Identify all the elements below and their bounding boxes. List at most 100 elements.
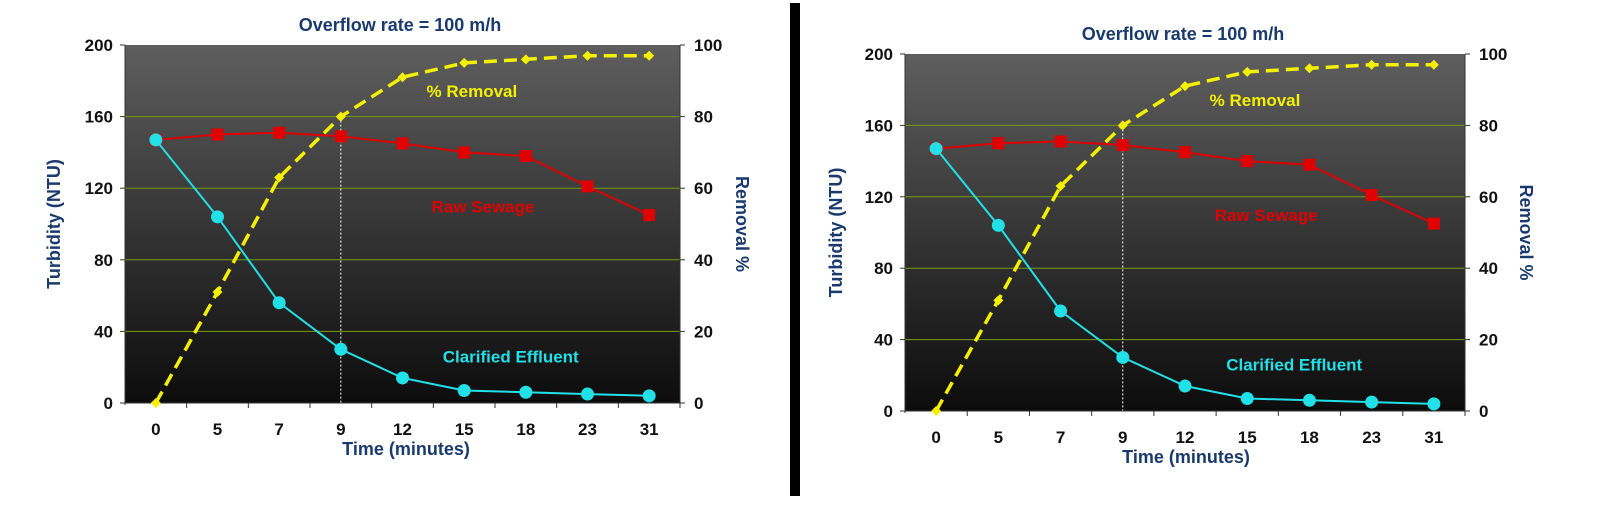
chart-1-right-tick-label: 0 <box>1479 402 1488 421</box>
chart-1-removal-series-label: % Removal <box>1210 91 1301 110</box>
chart-1-left-tick-label: 40 <box>874 331 893 350</box>
chart-1-left-tick-label: 120 <box>865 188 893 207</box>
chart-1-raw-sewage-point <box>992 137 1005 150</box>
chart-1-raw-sewage-point <box>1241 155 1254 168</box>
chart-0-raw-sewage-point <box>519 149 532 162</box>
chart-1-right-tick-label: 60 <box>1479 188 1498 207</box>
chart-1-plot-area <box>905 54 1465 411</box>
chart-1-x-tick-label: 5 <box>994 428 1003 447</box>
chart-0-plot-area <box>125 45 680 403</box>
chart-0-y-axis-title: Turbidity (NTU) <box>44 159 64 289</box>
chart-0-removal-point <box>459 57 470 68</box>
chart-0-removal-point <box>150 398 161 408</box>
chart-0-raw-sewage-point <box>334 130 347 143</box>
chart-0-x-tick-label: 9 <box>336 420 345 439</box>
turbidity-chart-right: 0 40 80 120 160 200 0 20 40 60 80 100 0 5 7 9 12 15 18 23 31… <box>826 24 1536 467</box>
chart-0-x-tick-label: 15 <box>455 420 474 439</box>
chart-1-clarified-effluent-point <box>991 218 1005 232</box>
chart-1-clarified-effluent-point <box>929 142 943 156</box>
chart-1-chart-title: Overflow rate = 100 m/h <box>1082 24 1285 44</box>
turbidity-chart-left: 0 40 80 120 160 200 0 20 40 60 80 100 0 5 7 9 12 15 18 23 31… <box>44 15 752 459</box>
chart-0-left-tick-label: 160 <box>85 108 113 127</box>
chart-1-removal-point <box>1304 63 1315 74</box>
chart-1-removal-point <box>1366 59 1377 70</box>
chart-1-left-tick-label: 80 <box>874 259 893 278</box>
chart-1-x-tick-label: 9 <box>1118 428 1127 447</box>
chart-0-removal-series-label: % Removal <box>427 82 518 101</box>
chart-1-clarified-effluent-point <box>1240 392 1254 406</box>
chart-0-left-tick-label: 40 <box>94 322 113 341</box>
chart-0-raw-sewage-point <box>458 146 471 159</box>
chart-1-x-tick-label: 0 <box>931 428 940 447</box>
chart-panel-right: 0 40 80 120 160 200 0 20 40 60 80 100 0 5 7 9 12 15 18 23 31… <box>800 0 1600 501</box>
chart-0-right-tick-label: 60 <box>694 179 713 198</box>
chart-0-clarified-effluent-point <box>149 133 163 147</box>
chart-1-x-tick-label: 15 <box>1238 428 1257 447</box>
chart-1-x-tick-label: 23 <box>1362 428 1381 447</box>
chart-1-clarified-effluent-point <box>1427 397 1441 411</box>
chart-panel-left: 0 40 80 120 160 200 0 20 40 60 80 100 0 5 7 9 12 15 18 23 31… <box>0 0 790 501</box>
chart-0-clarified-effluent-point <box>272 296 286 310</box>
chart-0-x-tick-label: 23 <box>578 420 597 439</box>
chart-0-raw-sewage-point <box>211 128 224 141</box>
chart-1-left-tick-label: 160 <box>865 116 893 135</box>
chart-0-removal-point <box>212 287 223 298</box>
chart-0-y2-axis-title: Removal % <box>732 176 752 272</box>
chart-1-clarified-effluent-point <box>1054 304 1068 318</box>
chart-0-clarified-effluent-point <box>519 385 533 399</box>
chart-0-raw-sewage-series-label: Raw Sewage <box>431 197 534 216</box>
chart-1-x-tick-label: 12 <box>1176 428 1195 447</box>
chart-0-raw-sewage-point <box>396 137 409 150</box>
chart-0-right-tick-label: 0 <box>694 394 703 413</box>
chart-1-x-tick-label: 7 <box>1056 428 1065 447</box>
chart-1-clarified-effluent-point <box>1178 379 1192 393</box>
chart-1-removal-point <box>993 295 1004 306</box>
chart-0-left-tick-label: 120 <box>85 179 113 198</box>
chart-1-y2-axis-title: Removal % <box>1516 184 1536 280</box>
chart-0-raw-sewage-point <box>643 209 656 222</box>
chart-1-clarified-effluent-point <box>1365 395 1379 409</box>
chart-1-clarified-effluent-point <box>1116 350 1130 364</box>
chart-0-clarified-effluent-point <box>211 210 224 224</box>
chart-1-removal-point <box>1242 66 1253 77</box>
chart-1-right-tick-label: 40 <box>1479 259 1498 278</box>
chart-1-removal-point <box>1180 81 1190 92</box>
chart-0-clarified-effluent-point <box>396 371 409 385</box>
chart-0-left-tick-label: 80 <box>94 251 113 270</box>
chart-0-x-axis-title: Time (minutes) <box>342 439 470 459</box>
chart-1-left-tick-label: 0 <box>884 402 893 421</box>
chart-1-right-tick-label: 100 <box>1479 45 1507 64</box>
chart-1-clarified-effluent-point <box>1302 393 1316 407</box>
chart-0-x-tick-label: 31 <box>640 420 659 439</box>
chart-0-removal-point <box>335 111 346 122</box>
chart-0-right-tick-label: 100 <box>694 36 722 55</box>
chart-0-clarified-effluent-point <box>642 389 656 403</box>
chart-1-removal-line <box>934 62 1434 412</box>
chart-1-raw-sewage-point <box>1116 139 1129 152</box>
chart-1-raw-sewage-point <box>1427 217 1440 230</box>
chart-0-right-tick-label: 80 <box>694 108 713 127</box>
chart-0-raw-sewage-point <box>581 180 594 193</box>
chart-1-removal-point <box>1428 59 1439 70</box>
chart-0-x-tick-label: 18 <box>516 420 535 439</box>
chart-0-left-tick-label: 200 <box>85 36 113 55</box>
chart-0-removal-point <box>520 54 531 65</box>
chart-0-clarified-effluent-point <box>457 383 471 397</box>
chart-0-removal-point <box>397 72 408 83</box>
chart-0-chart-title: Overflow rate = 100 m/h <box>299 15 502 35</box>
chart-1-right-tick-label: 20 <box>1479 331 1498 350</box>
chart-0-right-tick-label: 40 <box>694 251 713 270</box>
chart-0-x-tick-label: 7 <box>274 420 283 439</box>
chart-1-right-tick-label: 80 <box>1479 116 1498 135</box>
chart-1-x-tick-label: 31 <box>1424 428 1443 447</box>
chart-0-x-tick-label: 5 <box>213 420 222 439</box>
chart-1-y-axis-title: Turbidity (NTU) <box>826 168 846 298</box>
chart-0-x-tick-label: 0 <box>151 420 160 439</box>
chart-1-raw-sewage-point <box>1179 146 1191 159</box>
chart-1-raw-sewage-point <box>1054 135 1067 148</box>
chart-1-raw-sewage-series-label: Raw Sewage <box>1215 206 1318 225</box>
chart-1-x-axis-title: Time (minutes) <box>1122 447 1250 467</box>
chart-1-x-tick-label: 18 <box>1300 428 1319 447</box>
chart-0-removal-line <box>154 53 650 404</box>
chart-1-removal-point <box>1117 120 1128 131</box>
